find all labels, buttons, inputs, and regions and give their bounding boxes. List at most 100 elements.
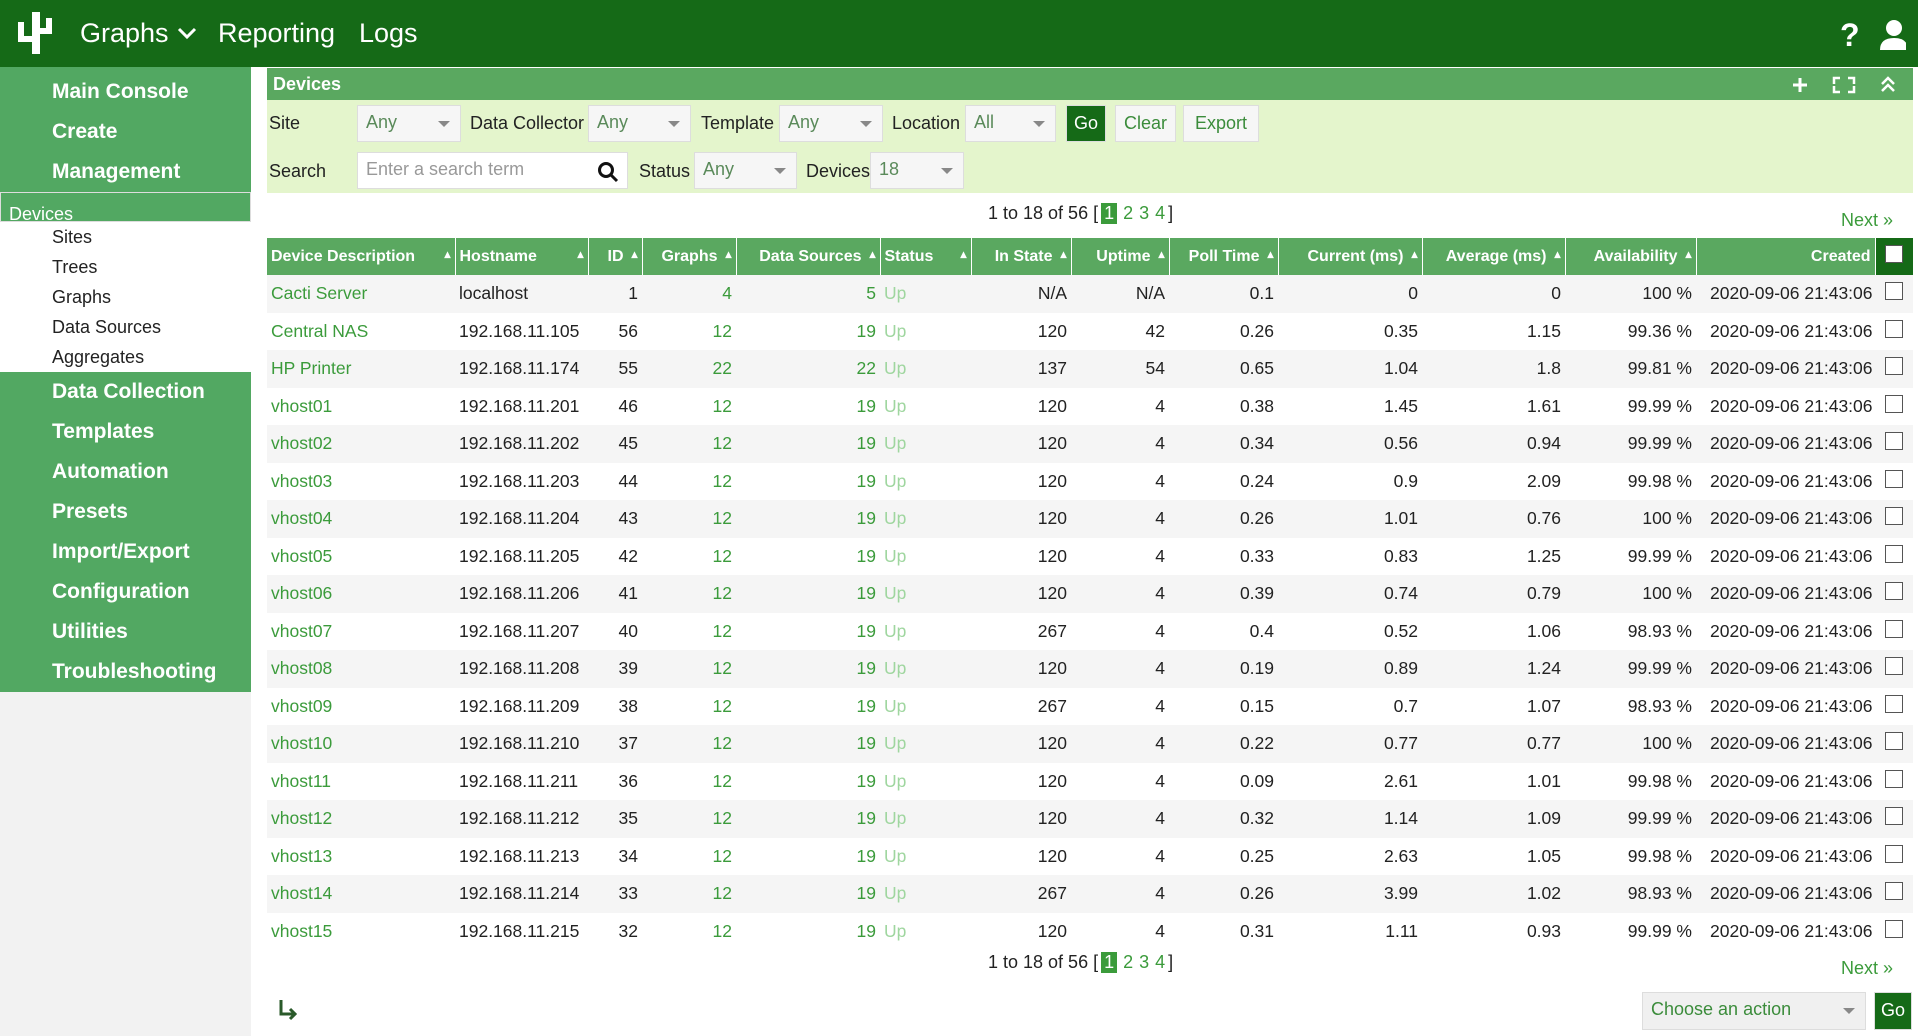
checkbox[interactable] [1885,432,1903,451]
column-header[interactable]: Uptime ▴ [1071,238,1170,275]
cell[interactable]: 19 [856,733,876,754]
column-header[interactable]: Average (ms) ▴ [1422,238,1566,275]
menu-item[interactable]: Data Collection [0,372,251,412]
cell[interactable]: vhost07 [271,620,333,641]
column-header[interactable]: Data Sources ▴ [736,238,881,275]
select-cell[interactable] [1875,800,1913,838]
submenu-item[interactable]: Sites [0,222,251,252]
select-cell[interactable] [1875,425,1913,463]
action-go[interactable]: Go [1874,992,1912,1030]
column-header[interactable]: Status ▴ [880,238,972,275]
submenu-item[interactable]: Trees [0,252,251,282]
column-header[interactable]: Availability ▴ [1565,238,1697,275]
cell[interactable]: vhost15 [271,920,333,941]
column-header[interactable]: Current (ms) ▴ [1278,238,1423,275]
cell[interactable]: vhost01 [271,395,333,416]
select[interactable]: Any [357,105,461,142]
page-link[interactable]: 4 [1155,203,1166,223]
select[interactable]: Any [694,152,797,189]
column-header[interactable]: In State ▴ [971,238,1072,275]
page-link[interactable]: 3 [1139,952,1150,972]
cell[interactable]: vhost06 [271,583,333,604]
header-icons[interactable]: ? [1836,16,1906,52]
next-link[interactable]: Next » [1841,958,1894,978]
cell[interactable]: 19 [856,320,876,341]
select-cell[interactable] [1875,388,1913,426]
cell[interactable]: 19 [856,770,876,791]
checkbox[interactable] [1885,282,1903,301]
select-cell[interactable] [1875,613,1913,651]
select[interactable]: All [965,105,1056,142]
search-input[interactable]: Enter a search term [357,152,628,189]
cell[interactable]: 12 [712,395,732,416]
cell[interactable]: vhost03 [271,470,333,491]
cell[interactable]: HP Printer [271,358,352,379]
cell[interactable]: vhost08 [271,658,333,679]
checkbox[interactable] [1885,694,1903,713]
menu-item[interactable]: Automation [0,452,251,492]
export-button[interactable]: Export [1183,105,1259,142]
nav-item[interactable]: Logs [359,18,418,48]
checkbox[interactable] [1885,844,1903,863]
checkbox[interactable] [1885,769,1903,788]
clear-button[interactable]: Clear [1115,105,1176,142]
cell[interactable]: 19 [856,545,876,566]
select-cell[interactable] [1875,838,1913,876]
cell[interactable]: 19 [856,883,876,904]
next-link[interactable]: Next » [1841,210,1894,230]
select-cell[interactable] [1875,575,1913,613]
column-header[interactable]: Created [1696,238,1876,275]
checkbox[interactable] [1885,807,1903,826]
cell[interactable]: 12 [712,620,732,641]
cell[interactable]: 22 [712,358,732,379]
cell[interactable]: 12 [712,695,732,716]
select-cell[interactable] [1875,688,1913,726]
action-select[interactable]: Choose an action [1642,992,1866,1030]
select-all[interactable] [1875,238,1914,275]
select-cell[interactable] [1875,313,1913,351]
column-header[interactable]: Hostname ▴ [455,238,589,275]
menu-item[interactable]: Utilities [0,612,251,652]
menu-item[interactable]: Main Console [0,72,251,112]
checkbox[interactable] [1885,619,1903,638]
menu-item[interactable]: Presets [0,492,251,532]
cell[interactable]: 12 [712,883,732,904]
menu-item[interactable]: Templates [0,412,251,452]
select-cell[interactable] [1875,538,1913,576]
cell[interactable]: vhost04 [271,508,333,529]
cell[interactable]: vhost12 [271,808,333,829]
cell[interactable]: vhost13 [271,845,333,866]
cell[interactable]: vhost11 [271,770,331,791]
cell[interactable]: Central NAS [271,320,369,341]
cell[interactable]: 19 [856,508,876,529]
select-cell[interactable] [1875,763,1913,801]
page-link[interactable]: 4 [1155,952,1166,972]
checkbox[interactable] [1885,732,1903,751]
submenu-item[interactable]: Devices [0,192,251,224]
cell[interactable]: 12 [712,770,732,791]
menu-item[interactable]: Create [0,112,251,152]
submenu-item[interactable]: Aggregates [0,342,251,372]
cell[interactable]: 19 [856,395,876,416]
page-link[interactable]: 1 [1101,203,1118,224]
select-cell[interactable] [1875,913,1913,951]
submenu-item[interactable]: Graphs [0,282,251,312]
go-button[interactable]: Go [1066,105,1106,142]
checkbox[interactable] [1885,882,1903,901]
cell[interactable]: 12 [712,733,732,754]
column-header[interactable]: Poll Time ▴ [1169,238,1279,275]
checkbox[interactable] [1885,469,1903,488]
select-cell[interactable] [1875,350,1913,388]
cell[interactable]: 19 [856,808,876,829]
checkbox[interactable] [1885,357,1903,376]
select-cell[interactable] [1875,500,1913,538]
cell[interactable]: vhost02 [271,433,333,454]
nav-dropdown[interactable] [176,24,198,44]
cell[interactable]: 19 [856,920,876,941]
select-cell[interactable] [1875,725,1913,763]
menu-item[interactable]: Configuration [0,572,251,612]
select[interactable]: Any [588,105,691,142]
cell[interactable]: vhost05 [271,545,333,566]
cell[interactable]: 22 [856,358,876,379]
cell[interactable]: 12 [712,658,732,679]
